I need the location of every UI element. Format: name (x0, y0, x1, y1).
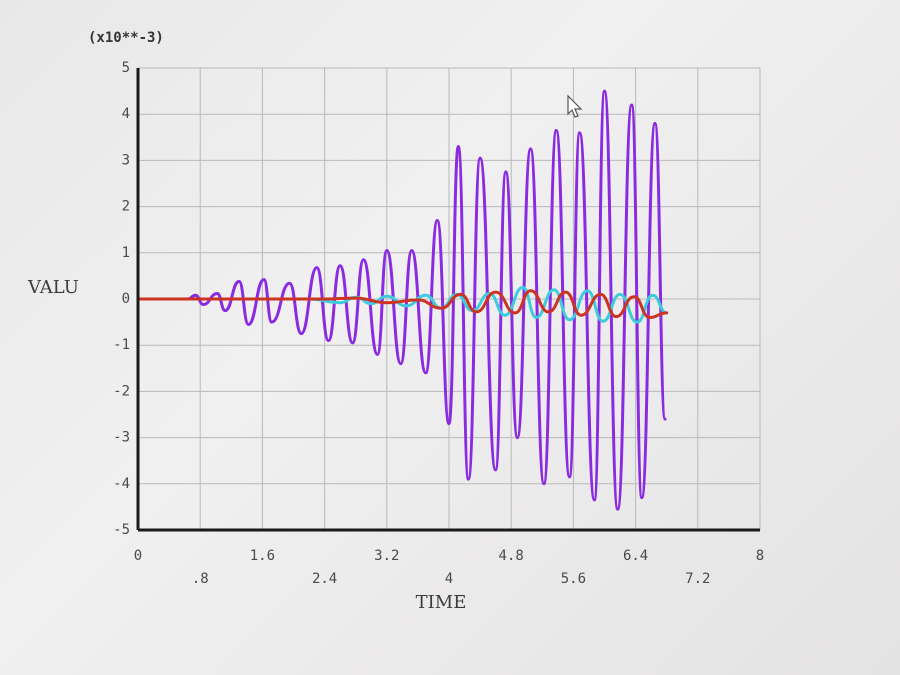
x-tick-label: 5.6 (561, 571, 586, 587)
y-tick-label: -3 (113, 430, 130, 446)
y-tick-label: 2 (122, 199, 130, 215)
series-layer (136, 89, 669, 511)
x-tick-label: 3.2 (374, 548, 399, 564)
y-tick-label: 3 (122, 152, 130, 168)
x-tick-label: 0 (134, 548, 142, 564)
scale-factor-label: (x10**-3) (88, 30, 164, 46)
x-tick-label: 6.4 (623, 548, 648, 564)
y-tick-label: 4 (122, 106, 130, 122)
x-tick-label: 2.4 (312, 571, 337, 587)
series-line-3 (136, 289, 669, 319)
x-tick-label: .8 (192, 571, 209, 587)
y-tick-labels: 5 4 3 2 1 0 -1 -2 -3 -4 -5 (113, 60, 130, 538)
series-line-1 (136, 89, 667, 511)
y-tick-label: 5 (122, 60, 130, 76)
x-tick-labels: 0 1.6 3.2 4.8 6.4 8 .8 2.4 4 5.6 7.2 (134, 548, 764, 587)
mouse-cursor-icon (567, 94, 583, 118)
axes (136, 68, 760, 532)
x-tick-label: 4 (445, 571, 453, 587)
y-tick-label: -5 (113, 522, 130, 538)
x-tick-label: 8 (756, 548, 764, 564)
y-tick-label: -4 (113, 476, 130, 492)
y-tick-label: 1 (122, 245, 130, 261)
y-tick-label: -1 (113, 337, 130, 353)
y-tick-label: -2 (113, 383, 130, 399)
x-tick-label: 4.8 (499, 548, 524, 564)
y-tick-label: 0 (122, 291, 130, 307)
y-axis-label: VALU (27, 277, 79, 298)
x-tick-label: 1.6 (250, 548, 275, 564)
x-tick-label: 7.2 (685, 571, 710, 587)
x-axis-label: TIME (416, 592, 467, 613)
